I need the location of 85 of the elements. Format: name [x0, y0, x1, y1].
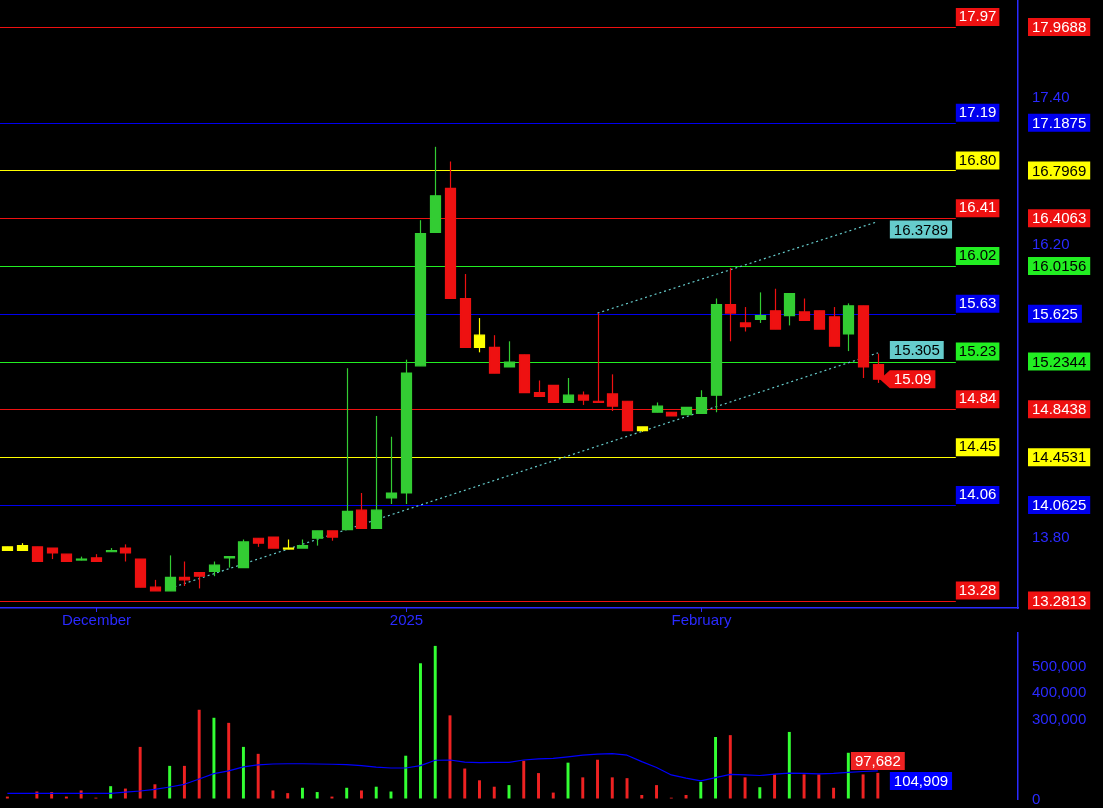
bar: [625, 778, 629, 799]
y-tick-label: 13.80: [1032, 528, 1070, 546]
y-tick-label: 16.4063: [1032, 209, 1087, 227]
bar: [389, 791, 393, 799]
bar: [153, 784, 157, 799]
y-tick-label: 15.625: [1032, 304, 1078, 322]
bar: [802, 774, 806, 799]
y-tick-label: 14.4531: [1032, 448, 1087, 466]
y-tick-label: 17.1875: [1032, 113, 1087, 131]
bar: [522, 760, 526, 799]
bar: [743, 777, 747, 799]
bar: [197, 709, 201, 799]
bar: [168, 765, 172, 799]
bar: [773, 774, 777, 799]
bar: [537, 773, 540, 799]
bar: [655, 785, 659, 799]
bar: [433, 645, 437, 799]
y-tick-label: 300,000: [1032, 709, 1087, 727]
y-tick-label: 17.40: [1032, 87, 1070, 105]
bar: [463, 768, 467, 799]
bar: [596, 759, 599, 799]
y-tick-label: 0: [1032, 790, 1041, 808]
y-tick-label: 17.9688: [1032, 18, 1087, 36]
y-tick-label: 16.7969: [1032, 161, 1087, 179]
bar: [241, 746, 245, 799]
bar: [699, 781, 703, 799]
bar: [345, 787, 349, 799]
ref-line-label: 15.23: [958, 341, 997, 359]
bar: [315, 792, 319, 799]
data-label: 16.3789: [893, 220, 949, 238]
ref-line-label: 14.06: [958, 485, 997, 503]
bar: [109, 786, 113, 799]
bar: [374, 786, 378, 799]
candlestick: [813, 310, 826, 330]
bar: [286, 793, 290, 799]
bar: [684, 794, 688, 799]
bar: [227, 722, 231, 799]
bar: [300, 787, 304, 799]
bar: [492, 786, 496, 799]
bar: [182, 765, 186, 799]
bar: [478, 780, 481, 799]
data-label: 104,909: [893, 772, 949, 790]
bar: [212, 717, 216, 799]
bar: [728, 735, 732, 799]
bar: [271, 790, 275, 799]
bar: [551, 792, 555, 799]
y-tick-label: 16.20: [1032, 234, 1070, 252]
bar: [714, 737, 718, 799]
y-tick-label: 14.8438: [1032, 400, 1087, 418]
ref-line-label: 14.45: [958, 437, 997, 455]
bar: [640, 794, 644, 799]
text: 15.09: [893, 370, 932, 388]
bar: [419, 663, 422, 799]
y-tick-label: 400,000: [1032, 683, 1087, 701]
bar: [817, 774, 821, 799]
ref-line-label: 17.97: [958, 7, 997, 25]
ref-line-label: 14.84: [958, 389, 997, 407]
y-tick-label: 13.2813: [1032, 591, 1087, 609]
x-tick-label: 2025: [389, 611, 424, 629]
ref-line-label: 17.19: [958, 102, 997, 120]
y-tick-label: 14.0625: [1032, 496, 1087, 514]
bar: [256, 753, 260, 799]
bar: [787, 731, 791, 799]
bar: [138, 746, 142, 799]
y-tick-label: 500,000: [1032, 656, 1087, 674]
y-tick-label: 16.0156: [1032, 257, 1087, 275]
ref-line-label: 16.80: [958, 150, 997, 168]
bar: [861, 774, 865, 799]
ref-line-label: 15.63: [958, 293, 997, 311]
data-label: 15.305: [893, 341, 940, 359]
bar: [758, 787, 762, 799]
ref-line-label: 16.02: [958, 246, 997, 264]
bar: [610, 777, 614, 799]
bar: [832, 787, 836, 799]
x-tick-label: December: [61, 611, 132, 629]
bar: [876, 772, 880, 799]
ref-line-label: 13.28: [958, 580, 997, 598]
bar: [581, 777, 585, 799]
y-tick-label: 15.2344: [1032, 352, 1087, 370]
bar: [359, 790, 363, 799]
x-tick-label: February: [671, 611, 733, 629]
data-label: 97,682: [854, 752, 901, 770]
bar: [404, 755, 408, 799]
ref-line-label: 16.41: [958, 198, 997, 216]
bar: [846, 752, 850, 799]
